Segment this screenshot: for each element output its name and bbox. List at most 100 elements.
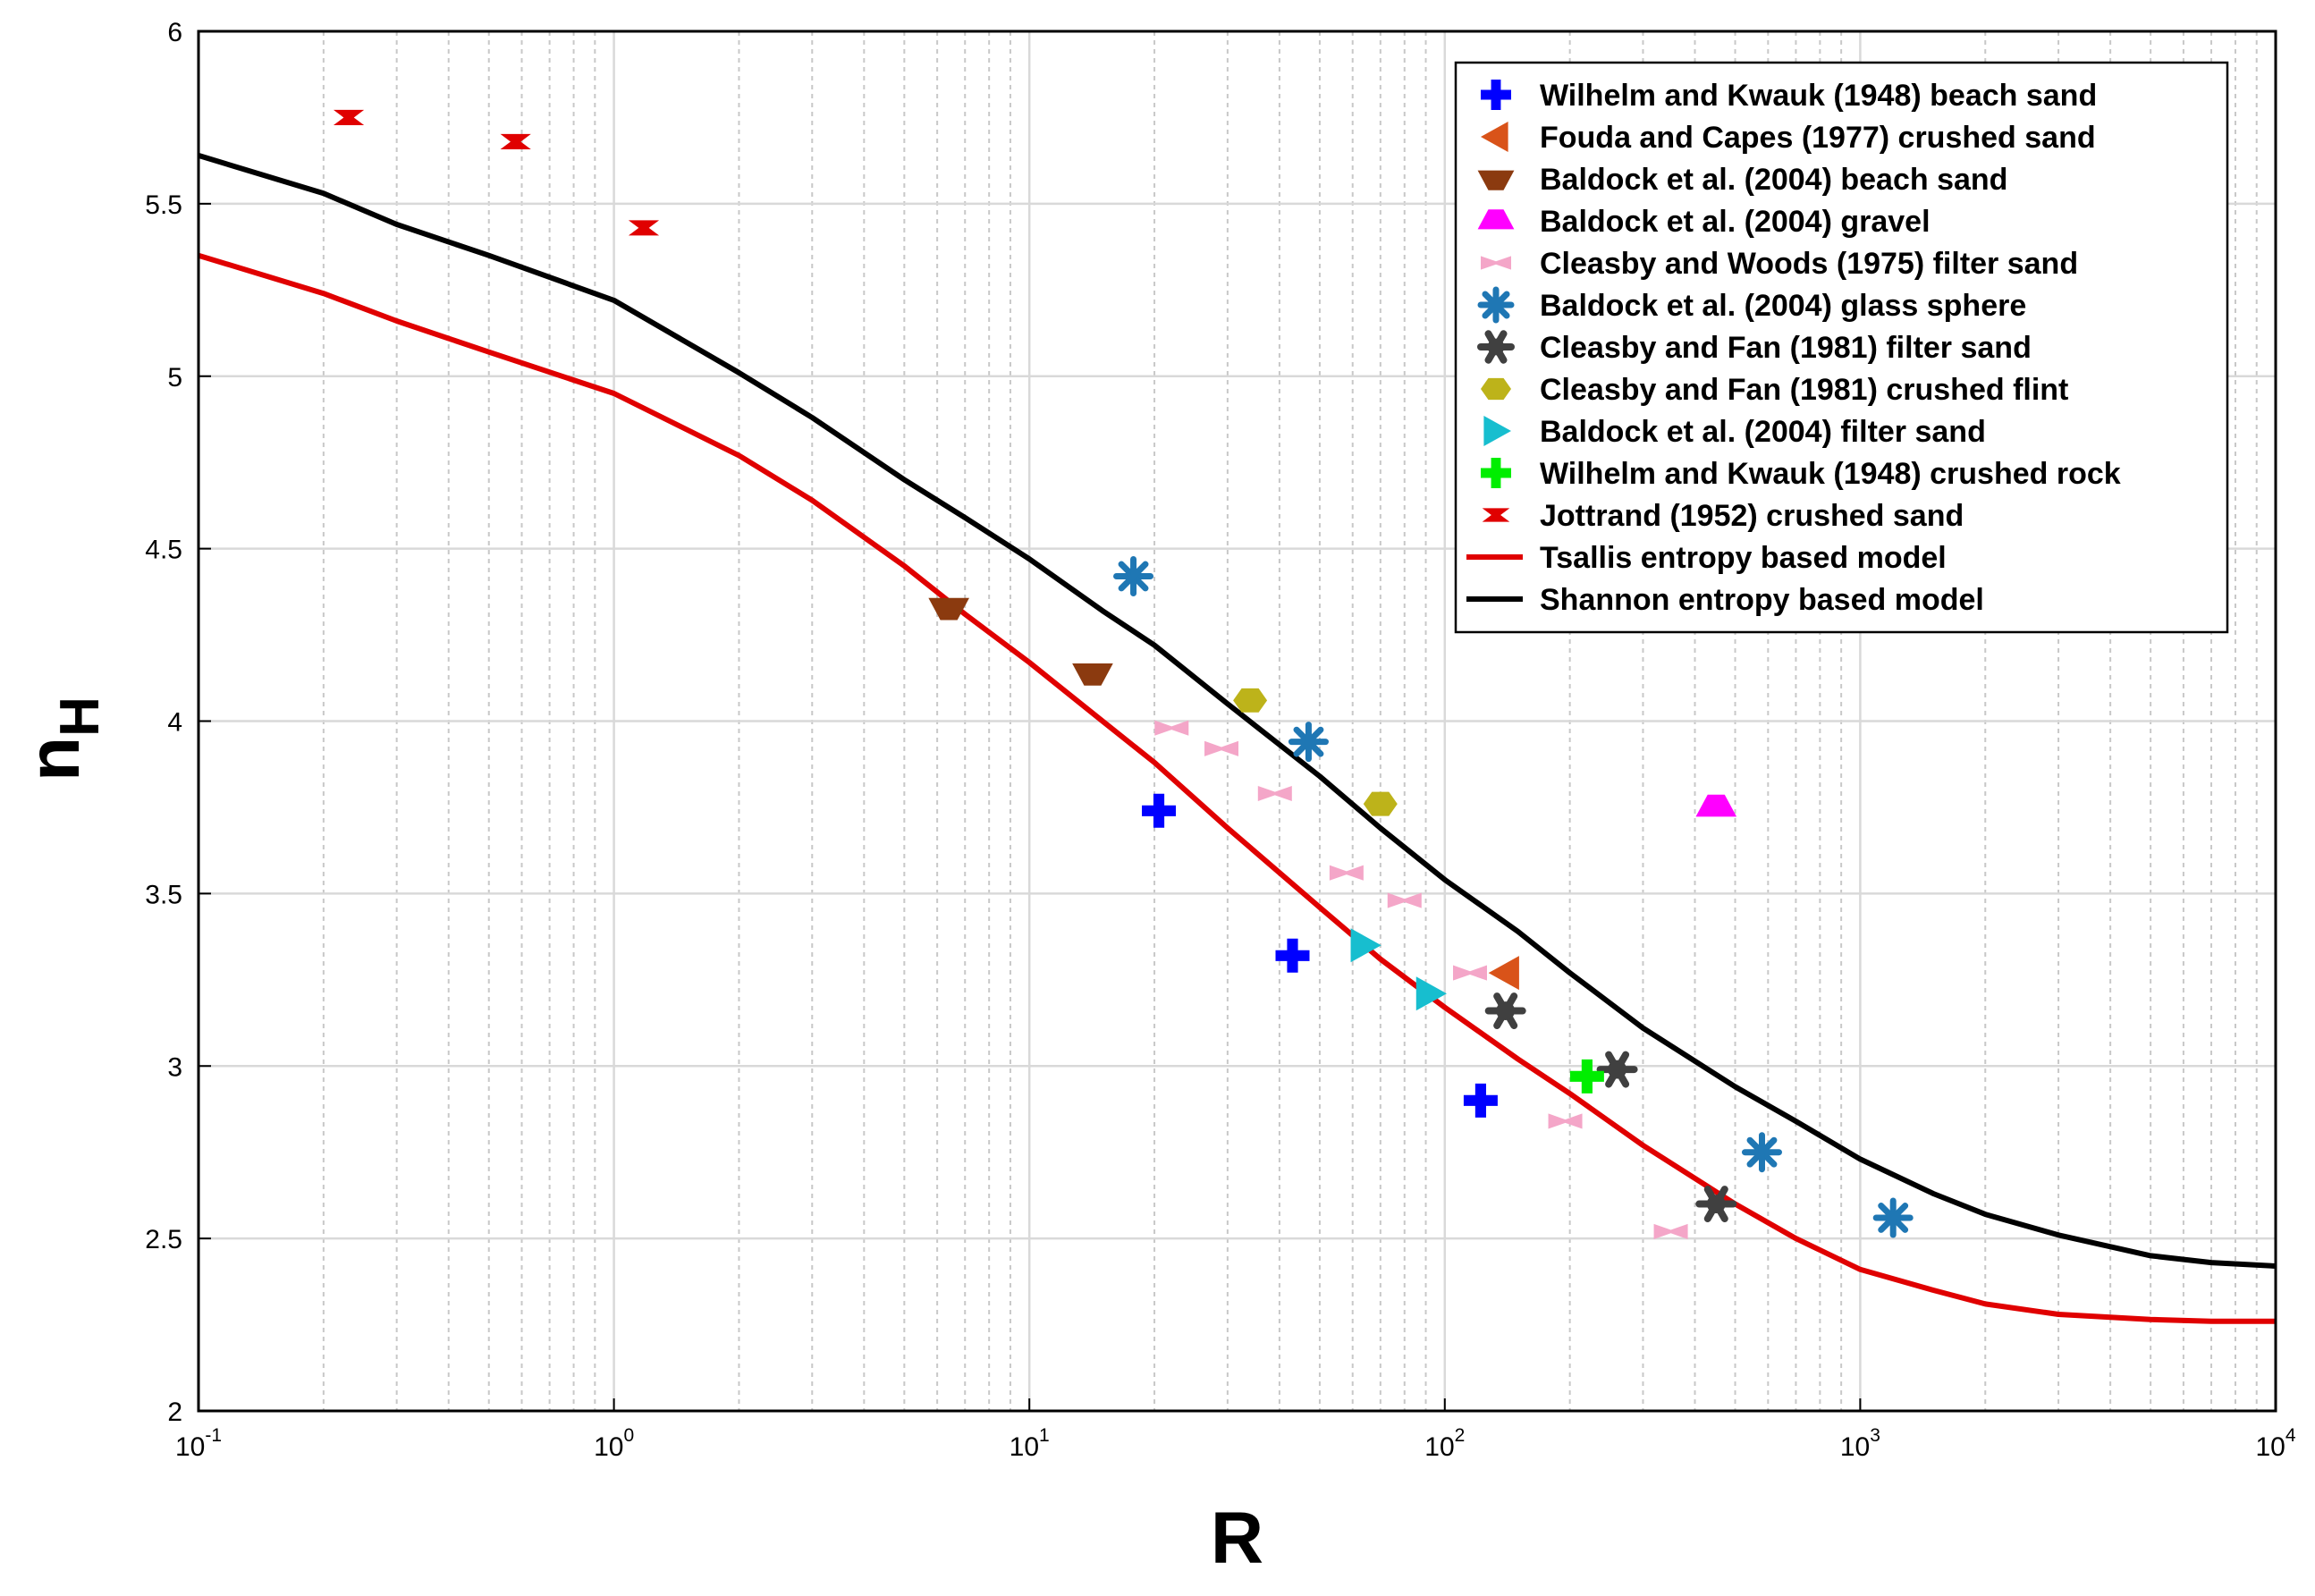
legend-marker [1482, 508, 1510, 522]
legend-marker [1481, 256, 1511, 270]
line-tsallis-entropy-based-model [198, 252, 2276, 1324]
data-point [628, 220, 660, 236]
legend-box [1454, 61, 2229, 634]
x-tick-label: 10-1 [175, 1425, 222, 1462]
x-tick-base: 10 [175, 1432, 205, 1462]
x-tick-exponent: -1 [205, 1425, 222, 1446]
y-tick-label: 2.5 [145, 1225, 182, 1254]
marker-stroke [1482, 291, 1510, 319]
y-tick-label: 3.5 [145, 880, 182, 909]
data-point [1569, 1059, 1604, 1094]
x-tick-base: 10 [2255, 1432, 2285, 1462]
legend-marker [1481, 377, 1511, 401]
x-tick-base: 10 [594, 1432, 623, 1462]
model-lines [198, 153, 2277, 1324]
marker-core [1706, 1195, 1726, 1214]
legend-label: Baldock et al. (2004) gravel [1540, 205, 1931, 239]
y-axis-label-sub: H [49, 697, 111, 737]
legend-marker [1477, 209, 1515, 230]
x-tick-exponent: 1 [1039, 1425, 1050, 1446]
x-tick-label: 103 [1840, 1425, 1880, 1462]
data-point [1741, 1132, 1782, 1173]
y-axis-label: nH [13, 697, 111, 781]
marker-stroke [1293, 726, 1324, 757]
y-axis-label-main: n [13, 737, 95, 781]
legend-label: Baldock et al. (2004) filter sand [1540, 415, 1986, 449]
legend-label: Cleasby and Fan (1981) filter sand [1540, 331, 2032, 365]
x-tick-base: 10 [1010, 1432, 1039, 1462]
data-point [1154, 720, 1189, 736]
marker-stroke [1118, 561, 1149, 592]
x-tick-label: 104 [2255, 1425, 2295, 1462]
legend-label: Cleasby and Fan (1981) crushed flint [1540, 373, 2068, 407]
y-tick-label: 4 [167, 708, 182, 738]
legend-marker [1481, 80, 1511, 110]
legend-label: Wilhelm and Kwauk (1948) beach sand [1540, 79, 2097, 113]
data-point [1288, 722, 1329, 763]
legend-label: Baldock et al. (2004) beach sand [1540, 163, 2007, 197]
data-point [1695, 794, 1737, 817]
data-point [1350, 928, 1381, 963]
legend-label: Fouda and Capes (1977) crushed sand [1540, 121, 2096, 155]
legend-marker [1481, 122, 1508, 152]
data-point [1653, 1223, 1688, 1239]
data-point [1387, 892, 1422, 908]
x-tick-exponent: 2 [1455, 1425, 1466, 1446]
legend-label: Cleasby and Woods (1975) filter sand [1540, 247, 2078, 281]
legend-marker [1483, 416, 1511, 446]
legend-marker [1477, 170, 1515, 190]
data-point [1142, 793, 1177, 828]
legend-marker [1481, 458, 1511, 488]
data-point [333, 109, 365, 125]
legend-label: Shannon entropy based model [1540, 583, 1984, 617]
legend-label: Jottrand (1952) crushed sand [1540, 499, 1964, 533]
x-tick-exponent: 0 [623, 1425, 634, 1446]
data-point [1257, 785, 1292, 802]
legend-label: Tsallis entropy based model [1540, 541, 1947, 575]
data-point [1484, 992, 1526, 1029]
y-tick-label: 2 [167, 1398, 182, 1427]
y-tick-label: 6 [167, 18, 182, 47]
data-point [1275, 938, 1310, 973]
x-tick-exponent: 4 [2285, 1425, 2296, 1446]
x-tick-base: 10 [1424, 1432, 1454, 1462]
legend-marker [1477, 330, 1515, 364]
marker-core [1608, 1060, 1627, 1079]
marker-core [1496, 1001, 1516, 1020]
legend-label: Baldock et al. (2004) glass sphere [1540, 289, 2026, 323]
data-point [1463, 1083, 1498, 1118]
y-tick-label: 5 [167, 363, 182, 393]
data-point [1233, 688, 1268, 713]
marker-stroke [1878, 1203, 1909, 1233]
marker-stroke [1746, 1136, 1778, 1168]
x-tick-label: 102 [1424, 1425, 1465, 1462]
legend: Wilhelm and Kwauk (1948) beach sand Fouda… [1454, 61, 2229, 634]
data-markers [333, 109, 1914, 1239]
marker-core [1487, 338, 1505, 356]
x-tick-base: 10 [1840, 1432, 1870, 1462]
legend-marker [1477, 286, 1515, 324]
data-point [1204, 740, 1239, 756]
data-point [1488, 956, 1519, 991]
data-point [1548, 1113, 1583, 1129]
axis-labels: RnH [13, 697, 1263, 1579]
data-point [1329, 865, 1364, 881]
data-point [1453, 965, 1488, 981]
y-tick-label: 5.5 [145, 190, 182, 220]
y-tick-label: 3 [167, 1052, 182, 1082]
data-point [1872, 1197, 1914, 1238]
data-point [1695, 1186, 1737, 1223]
data-point [1596, 1051, 1638, 1088]
data-point [1072, 663, 1113, 686]
x-tick-label: 100 [594, 1425, 634, 1462]
x-tick-exponent: 3 [1870, 1425, 1880, 1446]
data-point [500, 133, 531, 149]
data-point [1363, 791, 1398, 816]
x-tick-label: 101 [1010, 1425, 1050, 1462]
y-tick-label: 4.5 [145, 536, 182, 565]
data-point [1113, 555, 1154, 596]
legend-label: Wilhelm and Kwauk (1948) crushed rock [1540, 457, 2121, 491]
data-point [1415, 976, 1447, 1011]
